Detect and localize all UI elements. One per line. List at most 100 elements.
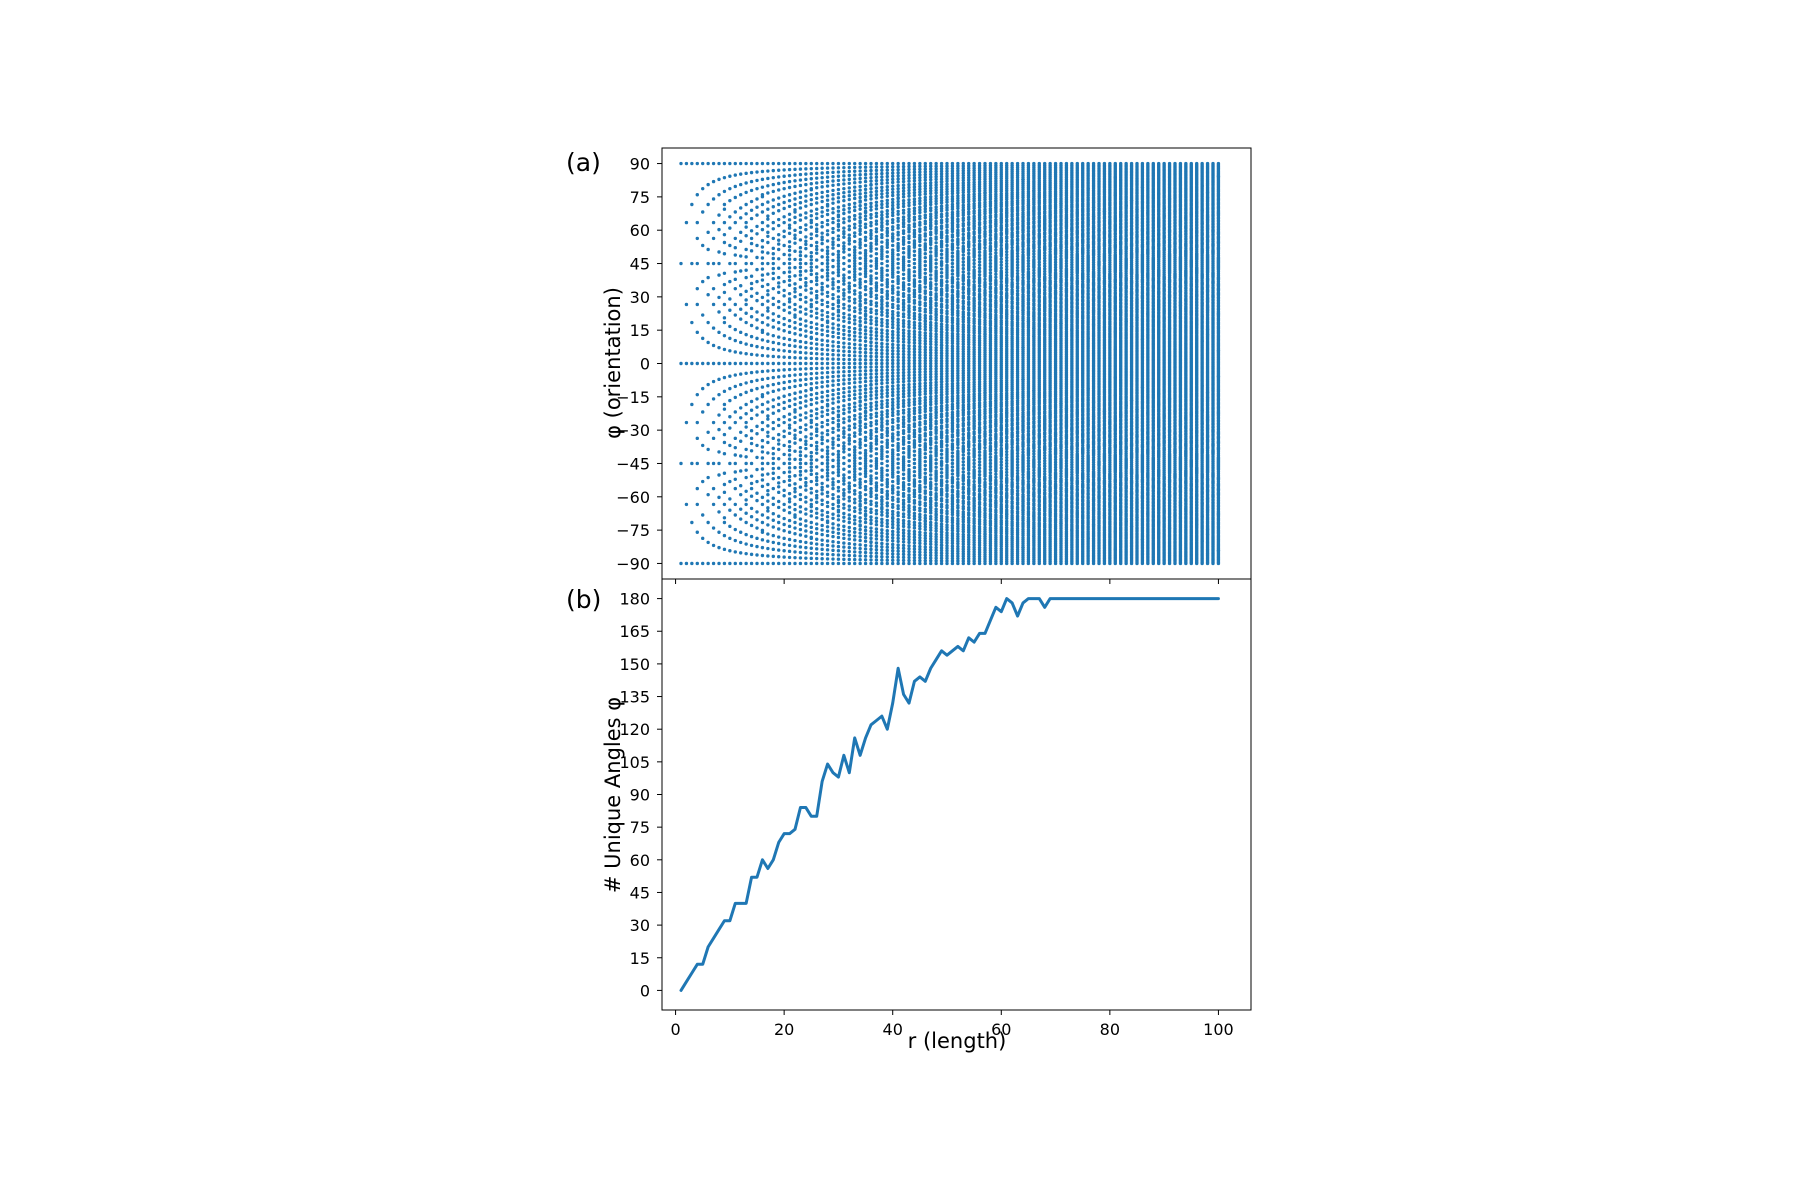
panel-a-point [793,539,796,542]
panel-a-point [880,531,883,534]
panel-a-point [815,362,818,365]
panel-a-point [788,418,791,421]
panel-a-point [831,265,834,268]
panel-a-point [793,208,796,211]
panel-a-point [858,558,861,561]
panel-a-point [896,374,899,377]
panel-a-point [712,197,715,200]
panel-a-point [810,398,813,401]
panel-a-point [891,317,894,320]
panel-a-point [793,429,796,432]
panel-a-point [804,469,807,472]
panel-a-point [962,224,965,227]
panel-a-point [945,220,948,223]
panel-a-point [913,466,916,469]
panel-a-point [826,233,829,236]
panel-a-point [810,503,813,506]
panel-a-point [777,396,780,399]
panel-a-point [929,227,932,230]
panel-a-point [750,315,753,318]
panel-a-point [761,210,764,213]
panel-a-point [858,407,861,410]
panel-a-point [777,315,780,318]
panel-a-point [848,237,851,240]
panel-a-point [886,555,889,558]
panel-a-point [696,237,699,240]
panel-a-point [831,465,834,468]
panel-a-point [962,247,965,250]
panel-a-point [972,291,975,294]
panel-a-point [837,206,840,209]
panel-a-point [766,362,769,365]
panel-a-point [815,167,818,170]
panel-a-point [853,185,856,188]
panel-a-point [858,196,861,199]
panel-a-point [869,511,872,514]
panel-a-point [902,337,905,340]
panel-a-point [777,457,780,460]
panel-a-point [918,494,921,497]
panel-a-point [744,333,747,336]
panel-a-point [804,435,807,438]
panel-a-point [918,545,921,548]
panel-a-point [902,325,905,328]
panel-a-point [766,283,769,286]
panel-a-point [902,247,905,250]
panel-a-point [744,521,747,524]
panel-a-point [929,243,932,246]
panel-a-point [886,342,889,345]
panel-a-point [875,427,878,430]
panel-a-point [766,516,769,519]
panel-a-point [804,189,807,192]
panel-a-point [886,260,889,263]
panel-a-point [869,469,872,472]
panel-a-point [864,395,867,398]
panel-a-point [826,272,829,275]
panel-a-point [701,337,704,340]
panel-a-point [858,316,861,319]
panel-a-point [934,292,937,295]
panel-a-point [875,196,878,199]
panel-a-point [777,188,780,191]
panel-a-point [810,473,813,476]
panel-a-point [864,380,867,383]
panel-a-point [972,199,975,202]
panel-a-point [761,485,764,488]
panel-a-point [962,467,965,470]
panel-a-point [886,399,889,402]
panel-a-point [788,262,791,265]
panel-a-point [886,529,889,532]
panel-a-point [902,380,905,383]
panel-a-point [761,313,764,316]
panel-a-point [858,523,861,526]
panel-a-point [929,446,932,449]
panel-a-point [858,419,861,422]
panel-a-point [864,369,867,372]
panel-a-point [799,270,802,273]
panel-a-point [810,425,813,428]
panel-a-point [880,345,883,348]
panel-a-point [896,540,899,543]
panel-a-point [858,320,861,323]
panel-a-point [853,543,856,546]
panel-a-point [842,445,845,448]
panel-a-point [902,377,905,380]
panel-a-point [799,438,802,441]
panel-a-point [793,282,796,285]
panel-a-point [793,290,796,293]
panel-a-point [875,281,878,284]
panel-a-point [717,250,720,253]
panel-a-point [875,227,878,230]
panel-a-point [761,245,764,248]
panel-a-point [956,207,959,210]
panel-a-point [848,558,851,561]
panel-a-point [864,347,867,350]
panel-a-point [848,178,851,181]
panel-a-point [934,458,937,461]
panel-a-point [962,417,965,420]
panel-a-point [799,266,802,269]
panel-a-point [978,239,981,242]
panel-a-point [924,413,927,416]
panel-a-point [896,253,899,256]
panel-a-point [886,368,889,371]
